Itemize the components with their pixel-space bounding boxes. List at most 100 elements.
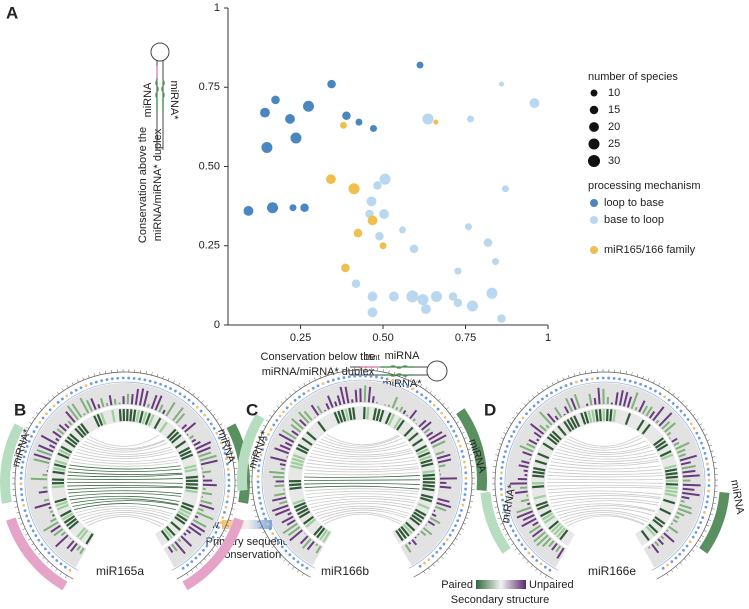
structure-bar — [90, 398, 97, 411]
bubble — [466, 300, 478, 312]
structure-bar — [678, 453, 686, 458]
scale-tick — [455, 538, 458, 541]
conservation-dot — [463, 465, 467, 469]
chord — [69, 495, 180, 502]
pairing-bar — [53, 463, 67, 469]
chord — [318, 441, 406, 451]
scale-tick — [551, 382, 554, 385]
scale-tick — [99, 371, 101, 375]
scale-tick — [429, 390, 432, 394]
chord — [71, 458, 179, 465]
structure-bar — [279, 500, 288, 505]
chord — [84, 514, 165, 526]
circos-plot — [480, 369, 730, 580]
structure-bar — [40, 434, 58, 446]
bubble — [243, 205, 254, 216]
scale-tick — [20, 437, 24, 440]
pairing-bar — [414, 508, 427, 517]
chord — [305, 490, 419, 495]
structure-bar — [516, 506, 532, 514]
ring — [51, 408, 199, 547]
bubble — [465, 223, 472, 231]
conservation-dot — [35, 425, 39, 429]
conservation-dot — [458, 444, 462, 448]
structure-bar — [682, 487, 695, 491]
pairing-bar — [384, 412, 392, 425]
conservation-dot — [264, 517, 267, 521]
conservation-dot — [205, 544, 209, 548]
conservation-dot — [464, 482, 468, 486]
structure-bar — [108, 395, 113, 406]
conservation-dot — [525, 412, 528, 416]
scale-tick — [530, 564, 534, 568]
pairing-bar — [548, 520, 559, 530]
pairing-bar — [535, 500, 548, 507]
conservation-dot — [289, 402, 293, 406]
pairing-bar — [543, 515, 556, 524]
chord — [553, 503, 656, 512]
conservation-dot — [699, 521, 703, 525]
structure-bar — [278, 433, 295, 444]
scale-tick — [308, 380, 311, 383]
scale-tick — [467, 448, 471, 450]
conservation-dot — [564, 384, 568, 387]
pairing-bar — [540, 509, 552, 518]
chord — [73, 503, 177, 511]
pairing-bar — [57, 452, 70, 460]
pairing-bar — [52, 485, 65, 489]
structure-bar — [334, 401, 338, 407]
pairing-bar — [165, 525, 176, 537]
scale-tick — [546, 385, 549, 388]
structure-bar — [280, 467, 285, 471]
pairing-bar — [56, 503, 69, 511]
conservation-dot — [464, 476, 468, 480]
conservation-dot — [258, 496, 261, 500]
structure-bar — [196, 446, 211, 454]
scale-tick — [382, 369, 384, 373]
pairing-bar — [316, 527, 326, 539]
conservation-dot — [21, 460, 25, 464]
conservation-dot — [461, 455, 465, 459]
structure-bar — [192, 518, 207, 528]
scale-tick — [679, 562, 683, 565]
scale-tick — [496, 512, 500, 514]
scale-tick — [500, 522, 504, 525]
structure-bar — [38, 444, 54, 453]
scale-tick — [512, 416, 516, 420]
conservation-dot — [164, 384, 168, 388]
scale-tick — [683, 558, 687, 561]
conservation-dot — [30, 435, 33, 438]
structure-bar — [670, 522, 674, 526]
structure-bar — [526, 442, 536, 449]
scale-tick — [18, 517, 22, 520]
scale-tick — [280, 401, 284, 404]
conservation-dot — [32, 430, 36, 433]
conservation-dot — [703, 451, 707, 455]
conservation-dot — [280, 545, 284, 549]
chord — [548, 493, 661, 498]
structure-bar — [315, 543, 319, 547]
structure-bar — [286, 519, 296, 526]
bubble — [300, 203, 309, 212]
bubble — [497, 314, 506, 323]
scale-tick — [713, 462, 717, 464]
conservation-dot — [689, 422, 693, 426]
structure-bar — [38, 490, 48, 494]
scale-tick — [186, 573, 189, 576]
conservation-dot — [56, 400, 60, 404]
pairing-bar — [415, 444, 427, 453]
pairing-bar — [409, 516, 421, 526]
conservation-dot — [199, 409, 203, 413]
structure-bar — [429, 516, 441, 525]
pairing-bar — [176, 513, 188, 522]
pairing-bar — [665, 475, 678, 479]
scale-tick — [467, 511, 471, 514]
scale-tick — [105, 370, 107, 374]
scale-tick — [42, 556, 45, 560]
chord — [68, 468, 182, 473]
pairing-bar — [337, 410, 344, 423]
structure-bar — [291, 430, 299, 437]
bubble — [267, 202, 279, 214]
structure-bar — [158, 404, 164, 413]
ring — [494, 371, 716, 580]
